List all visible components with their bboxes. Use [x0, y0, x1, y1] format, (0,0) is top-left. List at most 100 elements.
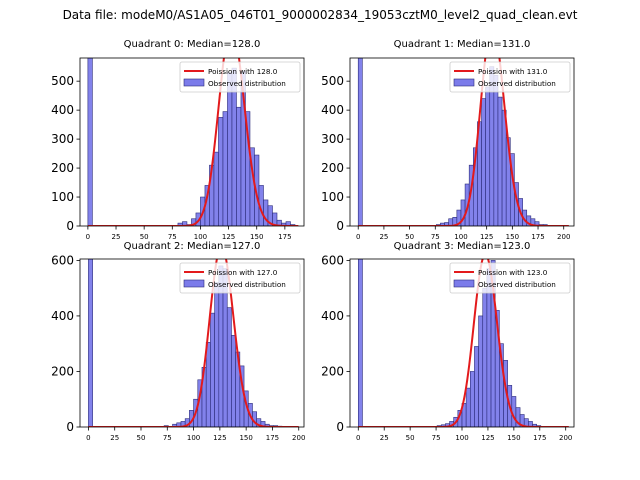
y-tick-label: 100 [51, 190, 74, 204]
legend-poisson-label: Poission with 123.0 [478, 268, 548, 277]
legend-observed-swatch [453, 279, 475, 288]
x-tick-label: 0 [86, 434, 90, 442]
x-tick-label: 100 [187, 434, 200, 442]
histogram-bar [478, 315, 484, 427]
y-tick-label: 200 [51, 161, 74, 175]
histogram-bar [213, 151, 219, 226]
histogram-bar [222, 111, 228, 226]
legend-box [179, 262, 301, 294]
histogram-bar [227, 72, 233, 226]
y-tick-label: 400 [51, 309, 74, 323]
histogram-bar [214, 282, 220, 427]
panel-2-title: Quadrant 2: Median=127.0 [123, 241, 261, 252]
figure-suptitle: Data file: modeM0/AS1A05_046T01_90000028… [62, 8, 578, 22]
x-tick-label: 100 [194, 233, 207, 241]
histogram-bar [357, 259, 363, 427]
y-tick-label: 100 [321, 190, 344, 204]
y-tick-label: 500 [321, 74, 344, 88]
x-tick-label: 150 [506, 233, 519, 241]
legend-box [449, 61, 571, 93]
x-tick-label: 75 [431, 233, 440, 241]
histogram-bar [465, 387, 471, 427]
y-tick-label: 300 [51, 132, 74, 146]
poisson-curve [87, 58, 299, 226]
legend-observed-swatch [183, 279, 205, 288]
histogram-bar [485, 86, 491, 226]
histogram-bar [501, 109, 507, 226]
x-tick-label: 25 [379, 233, 388, 241]
histogram-bar [88, 259, 93, 427]
y-tick-label: 0 [336, 420, 344, 434]
y-tick-label: 600 [51, 253, 74, 267]
legend-observed-label: Observed distribution [478, 79, 556, 88]
y-tick-label: 400 [321, 103, 344, 117]
x-tick-label: 75 [163, 434, 172, 442]
panel-0-title: Quadrant 0: Median=128.0 [123, 39, 261, 50]
histogram-bar [218, 117, 224, 226]
histogram-bar [481, 98, 486, 226]
y-tick-label: 400 [51, 103, 74, 117]
panel-1-frame [349, 57, 575, 227]
legend-poisson-label: Poission with 128.0 [208, 67, 278, 76]
legend-observed-label: Observed distribution [208, 280, 286, 289]
x-tick-label: 75 [432, 434, 441, 442]
panel-2-legend: Poission with 127.0 Observed distribution [179, 262, 301, 294]
histogram-bar [87, 58, 93, 226]
y-tick-label: 400 [321, 309, 344, 323]
x-tick-label: 50 [405, 233, 414, 241]
x-tick-label: 50 [406, 434, 415, 442]
x-tick-label: 0 [356, 434, 360, 442]
legend-poisson-label: Poission with 127.0 [208, 268, 278, 277]
panel-1-title: Quadrant 1: Median=131.0 [393, 39, 531, 50]
panel-0-legend: Poission with 128.0 Observed distribution [179, 61, 301, 93]
x-tick-label: 200 [557, 233, 570, 241]
x-tick-label: 150 [507, 434, 520, 442]
legend-box [179, 61, 301, 93]
histogram-bar [469, 371, 475, 427]
panel-2-frame [79, 258, 305, 428]
x-tick-label: 150 [250, 233, 263, 241]
x-tick-label: 125 [222, 233, 235, 241]
legend-observed-swatch [453, 78, 475, 87]
histogram-bar [357, 58, 363, 226]
y-tick-label: 600 [321, 253, 344, 267]
y-tick-label: 0 [66, 420, 74, 434]
legend-observed-label: Observed distribution [478, 280, 556, 289]
x-tick-label: 175 [278, 233, 291, 241]
y-tick-label: 500 [51, 74, 74, 88]
histogram-bar [226, 307, 232, 427]
panel-3-legend: Poission with 123.0 Observed distribution [449, 262, 571, 294]
panel-1: 0 25 50 75 100 125 150 175 200 0 100 200 300 400 500 Po… [321, 57, 575, 241]
panel-3: 0 25 50 75 100 125 150 175 200 0 200 400 600 Poission… [321, 253, 575, 442]
y-tick-label: 300 [321, 132, 344, 146]
x-tick-label: 50 [140, 233, 149, 241]
x-tick-label: 25 [112, 233, 121, 241]
x-tick-label: 0 [356, 233, 360, 241]
x-tick-label: 125 [480, 233, 493, 241]
x-tick-label: 200 [559, 434, 572, 442]
x-tick-label: 175 [531, 233, 544, 241]
y-tick-label: 0 [66, 219, 74, 233]
x-tick-label: 125 [481, 434, 494, 442]
histogram-bar [482, 287, 488, 427]
x-tick-label: 175 [533, 434, 546, 442]
histogram-bar [497, 96, 503, 226]
legend-poisson-label: Poission with 131.0 [478, 67, 548, 76]
x-tick-label: 100 [455, 434, 468, 442]
panel-0-frame [79, 57, 305, 227]
x-tick-label: 125 [213, 434, 226, 442]
x-tick-label: 0 [86, 233, 90, 241]
x-tick-label: 150 [239, 434, 252, 442]
legend-observed-swatch [183, 78, 205, 87]
legend-observed-label: Observed distribution [208, 79, 286, 88]
x-tick-label: 25 [380, 434, 389, 442]
y-tick-label: 0 [336, 219, 344, 233]
panel-1-legend: Poission with 131.0 Observed distribution [449, 61, 571, 93]
x-tick-label: 200 [292, 434, 305, 442]
panel-2: 0 25 50 75 100 125 150 175 200 0 200 400 600 Poission… [51, 253, 305, 442]
histogram-bar [474, 346, 479, 427]
x-tick-label: 175 [266, 434, 279, 442]
histogram-bar [231, 335, 236, 427]
histogram-bar [236, 106, 242, 226]
